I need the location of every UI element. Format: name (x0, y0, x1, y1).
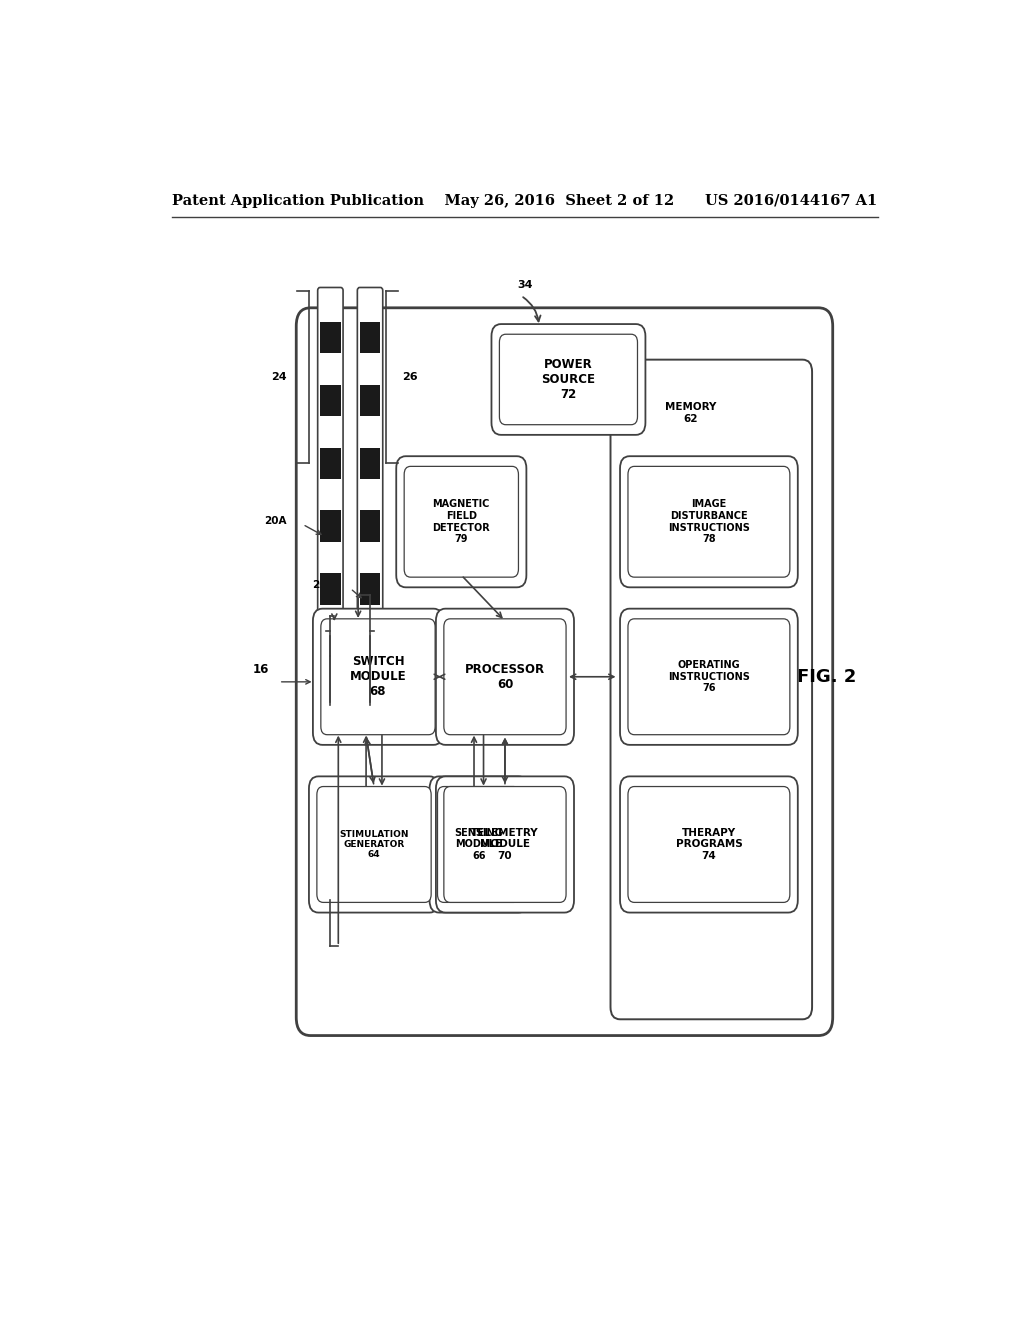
Bar (359, 573, 380, 605)
Text: 16: 16 (253, 663, 269, 676)
Text: TELEMETRY
MODULE
70: TELEMETRY MODULE 70 (471, 828, 539, 861)
FancyBboxPatch shape (357, 288, 383, 639)
FancyBboxPatch shape (443, 787, 566, 903)
FancyBboxPatch shape (396, 457, 526, 587)
FancyBboxPatch shape (321, 619, 435, 735)
FancyBboxPatch shape (437, 787, 520, 903)
FancyBboxPatch shape (620, 457, 798, 587)
FancyBboxPatch shape (404, 466, 518, 577)
Text: 24: 24 (271, 372, 287, 381)
Bar (321, 385, 341, 416)
FancyBboxPatch shape (500, 334, 638, 425)
Text: POWER
SOURCE
72: POWER SOURCE 72 (542, 358, 595, 401)
FancyBboxPatch shape (317, 288, 343, 639)
Text: 20B: 20B (312, 581, 334, 590)
FancyBboxPatch shape (443, 619, 566, 735)
FancyBboxPatch shape (620, 609, 798, 744)
Bar (321, 573, 341, 605)
Text: OPERATING
INSTRUCTIONS
76: OPERATING INSTRUCTIONS 76 (668, 660, 750, 693)
FancyBboxPatch shape (309, 776, 439, 912)
FancyBboxPatch shape (313, 609, 443, 744)
FancyBboxPatch shape (430, 776, 528, 912)
Text: STIMULATION
GENERATOR
64: STIMULATION GENERATOR 64 (339, 829, 409, 859)
Bar (321, 322, 341, 354)
FancyBboxPatch shape (436, 609, 574, 744)
Text: 34: 34 (517, 280, 532, 290)
Text: Patent Application Publication    May 26, 2016  Sheet 2 of 12      US 2016/01441: Patent Application Publication May 26, 2… (172, 194, 878, 209)
Text: IMAGE
DISTURBANCE
INSTRUCTIONS
78: IMAGE DISTURBANCE INSTRUCTIONS 78 (668, 499, 750, 544)
Text: MAGNETIC
FIELD
DETECTOR
79: MAGNETIC FIELD DETECTOR 79 (432, 499, 490, 544)
FancyBboxPatch shape (628, 787, 790, 903)
FancyBboxPatch shape (610, 359, 812, 1019)
FancyBboxPatch shape (436, 776, 574, 912)
Bar (321, 511, 341, 543)
FancyBboxPatch shape (620, 776, 798, 912)
Text: 20A: 20A (264, 516, 287, 527)
Text: 26: 26 (402, 372, 418, 381)
Text: THERAPY
PROGRAMS
74: THERAPY PROGRAMS 74 (676, 828, 742, 861)
Bar (359, 511, 380, 543)
Bar (321, 447, 341, 479)
FancyBboxPatch shape (296, 308, 833, 1036)
FancyBboxPatch shape (316, 787, 431, 903)
Text: FIG. 2: FIG. 2 (797, 668, 856, 686)
Text: MEMORY
62: MEMORY 62 (665, 403, 716, 424)
Bar (359, 447, 380, 479)
FancyBboxPatch shape (628, 466, 790, 577)
FancyBboxPatch shape (628, 619, 790, 735)
Bar (359, 322, 380, 354)
Text: SWITCH
MODULE
68: SWITCH MODULE 68 (349, 655, 407, 698)
FancyBboxPatch shape (492, 325, 645, 434)
Text: PROCESSOR
60: PROCESSOR 60 (465, 663, 545, 690)
Bar (359, 385, 380, 416)
Text: SENSING
MODULE
66: SENSING MODULE 66 (455, 828, 503, 861)
